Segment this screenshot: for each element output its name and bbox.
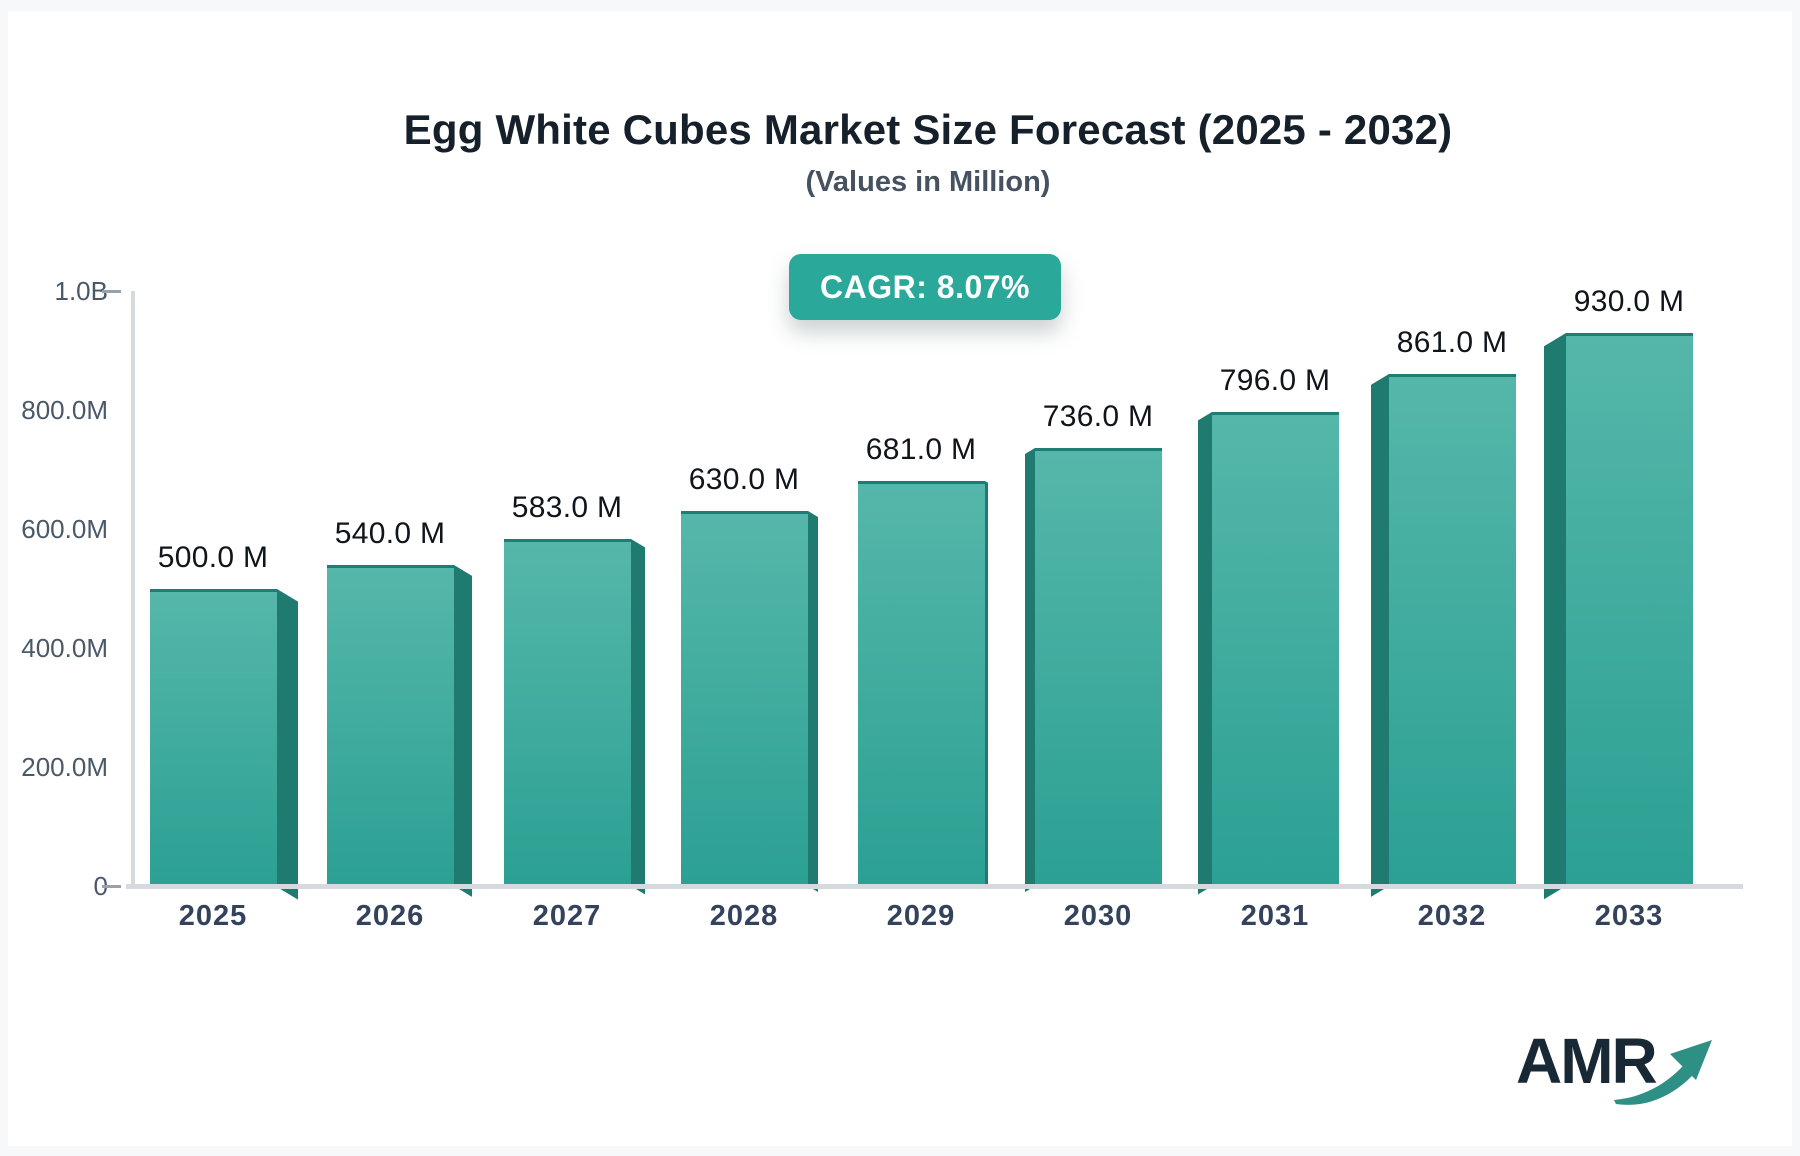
- bar-value-label: 630.0 M: [688, 463, 800, 497]
- bar-value-label: 861.0 M: [1396, 325, 1508, 359]
- x-axis-label-2029: 2029: [886, 900, 956, 932]
- chart-title: Egg White Cubes Market Size Forecast (20…: [403, 106, 1453, 153]
- x-axis-label-2027: 2027: [532, 900, 602, 932]
- bar-2027[interactable]: [503, 539, 631, 886]
- bar-value-label: 796.0 M: [1219, 364, 1331, 398]
- y-tick-dash: [102, 290, 121, 293]
- y-axis-line: [131, 291, 135, 886]
- bar-value-label: 681.0 M: [865, 432, 977, 466]
- x-axis-label-2026: 2026: [355, 900, 425, 932]
- x-axis-label-2031: 2031: [1240, 900, 1310, 932]
- bar-3d-side: [276, 588, 298, 899]
- bar-3d-side: [807, 511, 818, 892]
- bar-3d-side: [1024, 448, 1035, 892]
- x-axis-label-2025: 2025: [178, 900, 248, 932]
- y-axis-label: 0: [93, 871, 108, 901]
- y-axis-label: 200.0M: [21, 752, 108, 782]
- x-axis-label-2030: 2030: [1063, 900, 1133, 932]
- bar-value-label: 500.0 M: [157, 540, 269, 574]
- bar-2031[interactable]: [1211, 412, 1339, 886]
- y-axis-label: 800.0M: [21, 395, 108, 425]
- bar-3d-side: [1197, 412, 1212, 895]
- bar-2028[interactable]: [680, 511, 808, 886]
- x-axis-label-2033: 2033: [1594, 900, 1664, 932]
- bar-2029[interactable]: [857, 480, 985, 886]
- growth-arrow-icon: [1614, 1040, 1712, 1105]
- x-axis-label-2032: 2032: [1417, 900, 1487, 932]
- y-axis-label: 400.0M: [21, 633, 108, 663]
- chart-subtitle: (Values in Million): [805, 166, 1051, 198]
- bar-value-label: 736.0 M: [1042, 400, 1154, 434]
- bar-value-label: 583.0 M: [511, 491, 623, 525]
- bar-2033[interactable]: [1565, 332, 1693, 886]
- x-axis-label-2028: 2028: [709, 900, 779, 932]
- y-axis-label: 600.0M: [21, 514, 108, 544]
- bar-3d-side: [1370, 373, 1389, 897]
- x-axis-baseline: [126, 884, 1743, 889]
- y-axis-label: 1.0B: [54, 276, 109, 306]
- bar-3d-side: [1543, 332, 1566, 900]
- bar-value-label: 540.0 M: [334, 516, 446, 550]
- bar-3d-side: [984, 480, 988, 888]
- bar-value-label: 930.0 M: [1573, 284, 1685, 318]
- bar-2030[interactable]: [1034, 448, 1162, 886]
- bar-3d-side: [630, 539, 645, 895]
- cagr-badge: CAGR: 8.07%: [789, 254, 1061, 320]
- amr-logo-text: AMR: [1516, 1025, 1658, 1097]
- bar-3d-side: [453, 564, 472, 897]
- bar-2032[interactable]: [1388, 373, 1516, 886]
- bar-2025[interactable]: [149, 588, 277, 886]
- y-tick-dash: [102, 885, 121, 888]
- bar-2026[interactable]: [326, 564, 454, 886]
- amr-logo: AMR: [1516, 1024, 1736, 1114]
